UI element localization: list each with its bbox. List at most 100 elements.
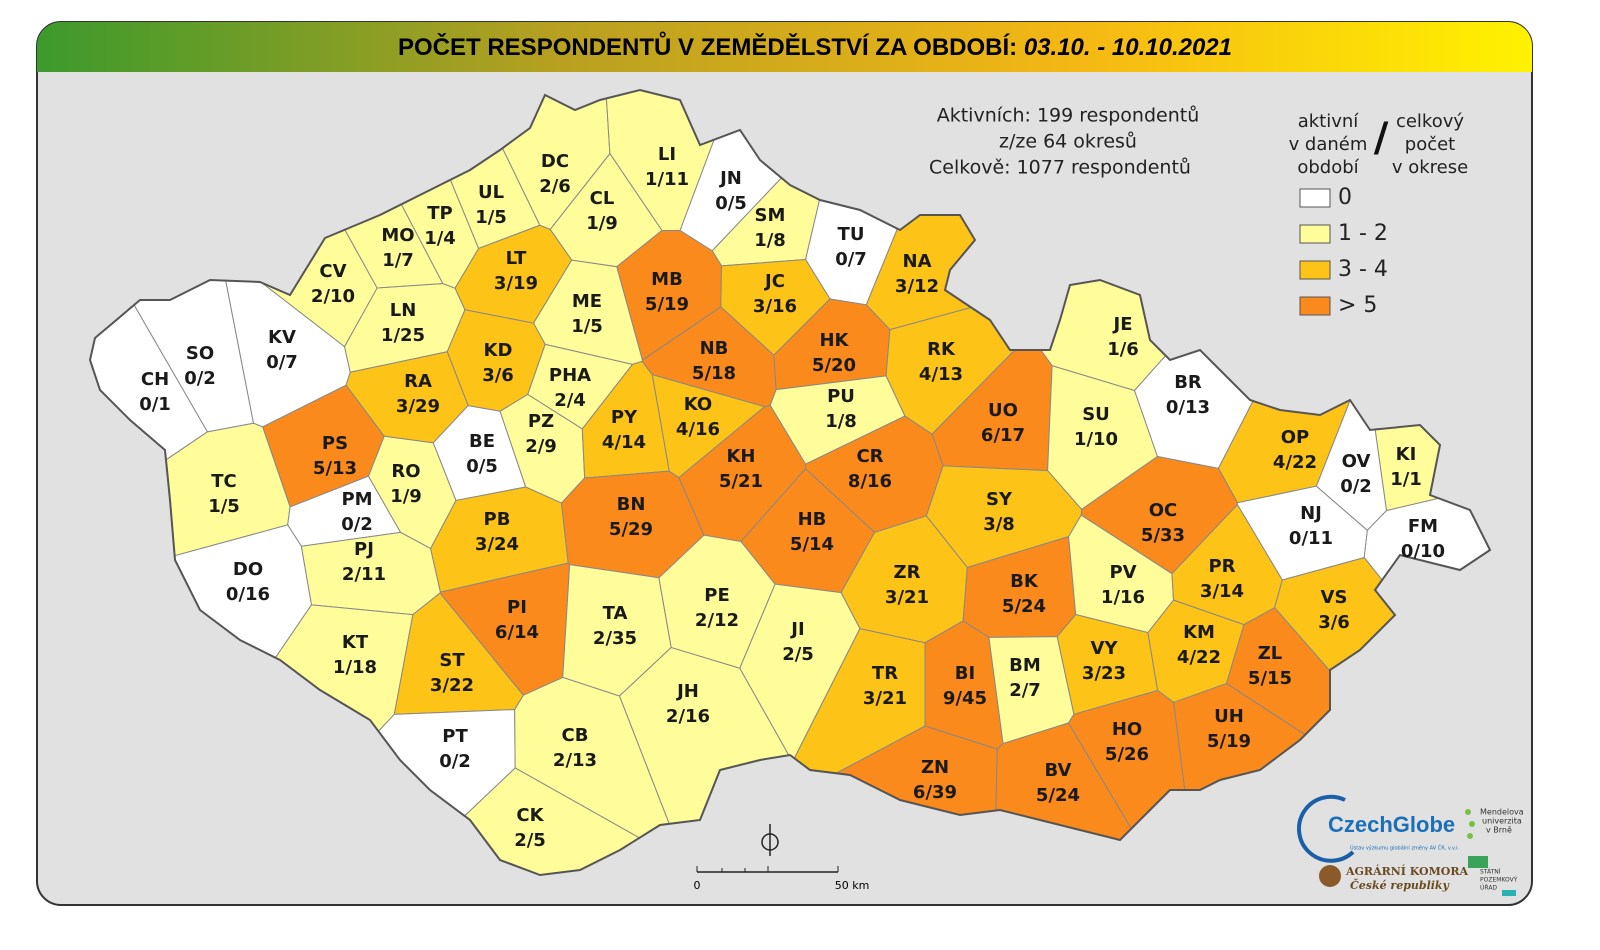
district-code: BR	[1174, 372, 1202, 393]
district-count: 0/5	[715, 193, 747, 214]
district-code: JI	[789, 619, 804, 640]
district-count: 5/29	[609, 519, 653, 540]
district-code: VY	[1091, 638, 1119, 659]
district-code: OC	[1149, 500, 1178, 521]
district-count: 5/15	[1248, 668, 1292, 689]
district-code: LN	[390, 300, 417, 321]
district-code: KI	[1396, 444, 1417, 465]
logo-czechglobe-sub: Ústav výzkumu globální změny AV ČR, v.v.…	[1350, 845, 1460, 852]
district-code: NA	[903, 251, 932, 272]
district-code: PHA	[549, 365, 591, 386]
district-code: TR	[872, 663, 898, 684]
district-code: NJ	[1300, 503, 1322, 524]
logos: CzechGlobe Ústav výzkumu globální změny …	[1296, 794, 1524, 896]
district-code: CH	[141, 369, 169, 390]
district-code: PI	[507, 597, 527, 618]
district-count: 5/33	[1141, 525, 1185, 546]
district-code: PU	[827, 386, 855, 407]
district-count: 5/24	[1002, 596, 1046, 617]
logo-komora: AGRÁRNÍ KOMORA	[1345, 864, 1469, 878]
district-count: 3/22	[430, 675, 474, 696]
district-code: UO	[988, 400, 1018, 421]
scale-label: 0	[694, 879, 701, 892]
district-code: SM	[755, 205, 786, 226]
district-code: UL	[478, 182, 504, 203]
title: POČET RESPONDENTŮ V ZEMĚDĚLSTVÍ ZA OBDOB…	[398, 31, 1232, 61]
legend-heading: období	[1297, 157, 1359, 178]
district-count: 5/21	[719, 471, 763, 492]
legend-separator: /	[1374, 115, 1389, 161]
district-count: 2/5	[514, 830, 546, 851]
district-count: 3/6	[1318, 612, 1350, 633]
district-count: 2/10	[311, 286, 355, 307]
district-code: ST	[439, 650, 465, 671]
district-count: 1/10	[1074, 429, 1118, 450]
district-count: 3/29	[396, 396, 440, 417]
legend-swatch	[1299, 260, 1331, 280]
district-count: 4/16	[676, 419, 720, 440]
district-count: 1/9	[586, 213, 618, 234]
district-code: PV	[1109, 562, 1136, 583]
district-code: NB	[700, 338, 729, 359]
district-code: CK	[516, 805, 544, 826]
legend-swatch	[1299, 296, 1331, 316]
logo-komora: České republiky	[1350, 878, 1451, 892]
district-code: LT	[506, 248, 527, 269]
legend-label: 0	[1338, 185, 1352, 210]
district-count: 0/11	[1289, 528, 1333, 549]
district-count: 3/21	[885, 587, 929, 608]
legend-heading: celkový	[1396, 111, 1464, 132]
legend-swatch	[1299, 224, 1331, 244]
district-code: OP	[1281, 427, 1310, 448]
stats: Aktivních: 199 respondentů z/ze 64 okres…	[929, 105, 1199, 179]
district-count: 1/5	[571, 316, 603, 337]
district-code: CR	[856, 446, 883, 467]
district-code: TU	[838, 224, 865, 245]
district-code: KT	[342, 632, 369, 653]
scale-bar: 0 50 km	[694, 824, 869, 892]
logo-mendelu: univerzita	[1482, 817, 1522, 826]
district-count: 2/4	[554, 390, 586, 411]
logo-spu: ÚŘAD	[1480, 884, 1497, 892]
district-code: TP	[427, 203, 452, 224]
legend-heading: v daném	[1289, 134, 1368, 155]
district-count: 6/14	[495, 622, 539, 643]
district-count: 5/19	[645, 294, 689, 315]
district-count: 5/18	[692, 363, 736, 384]
district-count: 3/24	[475, 534, 519, 555]
district-code: JH	[675, 681, 699, 702]
district-code: KD	[484, 340, 513, 361]
legend-label: 1 - 2	[1338, 221, 1388, 246]
district-count: 0/2	[341, 514, 373, 535]
district-count: 2/13	[553, 750, 597, 771]
district-code: PS	[322, 433, 348, 454]
district-count: 4/13	[919, 364, 963, 385]
district-code: SO	[186, 343, 214, 364]
district-count: 0/1	[139, 394, 171, 415]
district-code: ZN	[921, 757, 949, 778]
district-count: 0/7	[835, 249, 867, 270]
district-code: PM	[341, 489, 372, 510]
district-code: PB	[484, 509, 511, 530]
district-count: 2/11	[342, 564, 386, 585]
district-code: RK	[927, 339, 956, 360]
legend-heading: počet	[1405, 134, 1455, 155]
district-count: 2/7	[1009, 680, 1041, 701]
district-code: DO	[233, 559, 263, 580]
district-count: 3/16	[753, 296, 797, 317]
legend-swatch	[1299, 188, 1331, 208]
legend-heading: aktivní	[1298, 111, 1360, 132]
district-code: DC	[541, 151, 569, 172]
district-count: 5/24	[1036, 785, 1080, 806]
district-count: 5/14	[790, 534, 834, 555]
district-code: UH	[1214, 706, 1244, 727]
district-count: 3/12	[895, 276, 939, 297]
district-code: VS	[1321, 587, 1348, 608]
district-code: CL	[590, 188, 615, 209]
district-count: 1/4	[424, 228, 456, 249]
district-code: TC	[211, 471, 237, 492]
logo-spu: POZEMKOVÝ	[1480, 877, 1518, 884]
stat: z/ze 64 okresů	[999, 131, 1137, 153]
district-code: ZR	[894, 562, 921, 583]
